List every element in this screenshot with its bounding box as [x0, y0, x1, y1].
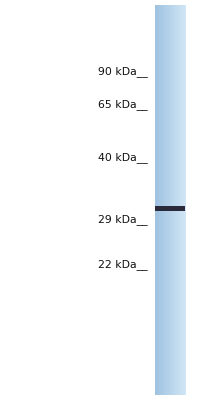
Bar: [180, 5, 181, 395]
Bar: [169, 5, 170, 395]
Bar: [167, 5, 169, 395]
Bar: [173, 5, 174, 395]
Bar: [162, 5, 163, 395]
Bar: [174, 5, 176, 395]
Bar: [179, 5, 180, 395]
Bar: [176, 5, 177, 395]
Bar: [178, 5, 180, 395]
Bar: [174, 5, 175, 395]
Bar: [155, 206, 185, 210]
Text: 90 kDa__: 90 kDa__: [98, 66, 148, 78]
Bar: [156, 5, 158, 395]
Bar: [166, 5, 167, 395]
Bar: [168, 5, 169, 395]
Bar: [184, 5, 185, 395]
Bar: [176, 5, 178, 395]
Bar: [158, 5, 160, 395]
Bar: [163, 5, 164, 395]
Bar: [177, 5, 178, 395]
Bar: [163, 5, 165, 395]
Bar: [170, 5, 171, 395]
Bar: [165, 5, 166, 395]
Bar: [158, 5, 159, 395]
Bar: [183, 5, 184, 395]
Bar: [182, 5, 183, 395]
Bar: [161, 5, 163, 395]
Bar: [156, 5, 157, 395]
Bar: [175, 5, 176, 395]
Bar: [183, 5, 185, 395]
Bar: [155, 5, 156, 395]
Bar: [170, 5, 172, 395]
Bar: [165, 5, 167, 395]
Text: 29 kDa__: 29 kDa__: [98, 214, 148, 226]
Bar: [171, 5, 172, 395]
Bar: [169, 5, 170, 395]
Bar: [164, 5, 165, 395]
Bar: [182, 5, 183, 395]
Bar: [159, 5, 160, 395]
Text: 65 kDa__: 65 kDa__: [98, 100, 148, 110]
Bar: [172, 5, 174, 395]
Bar: [181, 5, 182, 395]
Bar: [161, 5, 162, 395]
Bar: [167, 5, 168, 395]
Bar: [160, 5, 161, 395]
Bar: [172, 5, 173, 395]
Bar: [178, 5, 179, 395]
Text: 40 kDa__: 40 kDa__: [98, 152, 148, 164]
Text: 22 kDa__: 22 kDa__: [98, 260, 148, 270]
Bar: [160, 5, 161, 395]
Bar: [180, 5, 181, 395]
Bar: [157, 5, 158, 395]
